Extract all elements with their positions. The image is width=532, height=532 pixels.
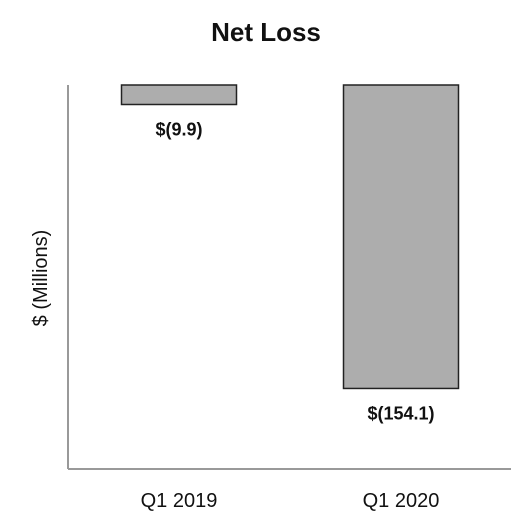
bar-q1-2020 [342,84,460,390]
y-axis-label: $ (Millions) [30,230,52,327]
bar-q1-2019 [120,84,238,106]
chart-title: Net Loss [211,17,321,47]
data-label: $(9.9) [155,119,202,139]
x-tick-label: Q1 2019 [141,490,218,512]
data-label: $(154.1) [367,403,434,423]
x-tick-label: Q1 2020 [363,490,440,512]
bars-group: $(9.9) Q1 2019 $(154.1) Q1 2020 [120,84,460,512]
